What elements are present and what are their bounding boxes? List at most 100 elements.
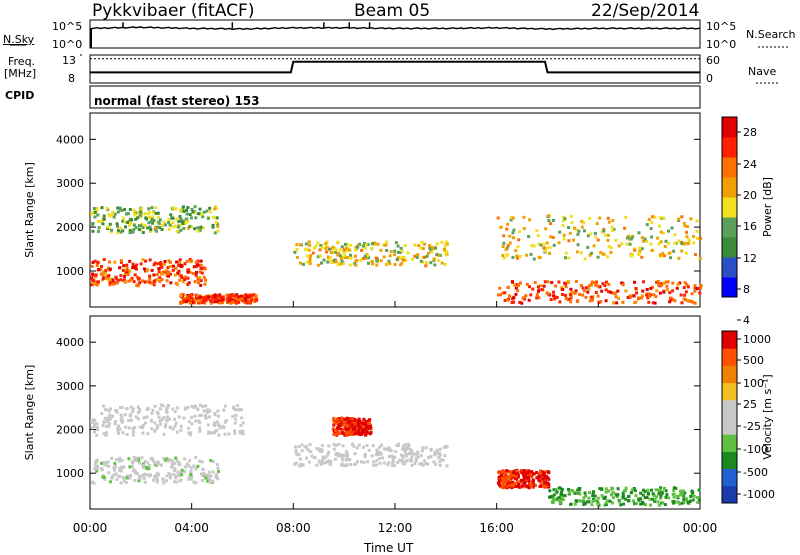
nave-tick-top: 60 xyxy=(706,54,720,67)
data-cell xyxy=(429,448,433,452)
data-cell xyxy=(107,213,111,217)
data-cell xyxy=(150,206,154,210)
data-cell xyxy=(233,429,237,433)
data-cell xyxy=(100,206,104,210)
data-cell xyxy=(540,288,544,292)
data-cell xyxy=(352,463,356,466)
colorbar-swatch xyxy=(722,331,737,349)
data-cell xyxy=(681,489,685,493)
data-cell xyxy=(173,467,177,471)
data-cell xyxy=(658,291,662,295)
data-cell xyxy=(386,262,390,266)
data-cell xyxy=(162,457,166,461)
data-cell xyxy=(590,298,594,302)
data-cell xyxy=(360,460,363,464)
data-cell xyxy=(349,463,352,466)
data-cell xyxy=(314,244,318,248)
data-cell xyxy=(117,228,120,232)
data-cell xyxy=(156,215,160,219)
data-cell xyxy=(135,283,139,287)
data-cell xyxy=(574,279,578,283)
data-cell xyxy=(204,473,208,477)
data-cell xyxy=(688,500,692,504)
data-cell xyxy=(508,294,511,298)
data-cell xyxy=(94,273,98,277)
data-cell xyxy=(564,251,568,255)
data-cell xyxy=(365,430,369,434)
data-cell xyxy=(669,256,673,260)
data-cell xyxy=(563,217,567,221)
data-cell xyxy=(341,432,345,435)
data-cell xyxy=(140,207,144,211)
data-cell xyxy=(621,494,625,498)
data-cell xyxy=(136,417,140,421)
data-cell xyxy=(357,417,361,421)
y-tick-label: 4000 xyxy=(56,336,84,349)
colorbar-tick-label: 500 xyxy=(743,354,764,367)
data-cell xyxy=(672,249,676,253)
data-cell xyxy=(300,449,304,453)
data-cell xyxy=(354,259,358,263)
data-cell xyxy=(419,259,423,263)
data-cell xyxy=(653,301,657,305)
data-cell xyxy=(297,445,301,449)
data-cell xyxy=(507,483,511,487)
data-cell xyxy=(204,414,207,418)
data-cell xyxy=(632,294,636,298)
data-cell xyxy=(432,257,436,261)
data-cell xyxy=(576,243,580,247)
data-cell xyxy=(418,462,422,466)
data-cell xyxy=(199,266,203,270)
data-cell xyxy=(629,491,633,495)
data-cell xyxy=(331,250,335,254)
data-cell xyxy=(157,461,161,465)
data-cell xyxy=(198,421,202,425)
data-cell xyxy=(184,406,188,410)
data-cell xyxy=(663,503,667,507)
data-cell xyxy=(570,221,574,225)
data-cell xyxy=(296,255,299,259)
data-cell xyxy=(238,297,242,301)
data-cell xyxy=(159,403,163,407)
data-cell xyxy=(106,419,110,423)
data-cell xyxy=(166,266,170,269)
data-cell xyxy=(684,497,688,501)
data-cell xyxy=(345,433,349,437)
data-cell xyxy=(506,298,509,302)
data-cell xyxy=(138,409,141,413)
data-cell xyxy=(187,294,191,298)
freq-tick-top: 13 xyxy=(62,54,76,67)
data-cell xyxy=(211,224,215,227)
data-cell xyxy=(185,462,189,466)
data-cell xyxy=(330,261,334,264)
data-cell xyxy=(532,244,536,248)
data-cell xyxy=(683,491,687,495)
data-cell xyxy=(216,409,220,413)
data-cell xyxy=(308,259,312,263)
data-cell xyxy=(650,235,654,239)
data-cell xyxy=(567,491,571,495)
data-cell xyxy=(416,450,420,454)
data-cell xyxy=(581,293,585,297)
data-cell xyxy=(135,456,139,460)
data-cell xyxy=(591,499,595,503)
data-cell xyxy=(657,488,661,492)
data-cell xyxy=(141,464,145,468)
data-cell xyxy=(660,283,664,287)
data-cell xyxy=(97,268,101,272)
data-cell xyxy=(294,445,297,449)
data-cell xyxy=(318,449,321,453)
data-cell xyxy=(165,419,169,423)
data-cell xyxy=(390,463,394,467)
data-cell xyxy=(567,239,571,243)
data-cell xyxy=(184,300,188,303)
y-tick-label: 3000 xyxy=(56,380,84,393)
data-cell xyxy=(624,497,628,501)
data-cell xyxy=(173,417,177,421)
data-cell xyxy=(354,263,358,267)
data-cell xyxy=(127,426,131,430)
data-cell xyxy=(643,490,647,493)
data-cell xyxy=(516,289,520,293)
data-cell xyxy=(209,474,213,478)
data-cell xyxy=(522,215,526,219)
